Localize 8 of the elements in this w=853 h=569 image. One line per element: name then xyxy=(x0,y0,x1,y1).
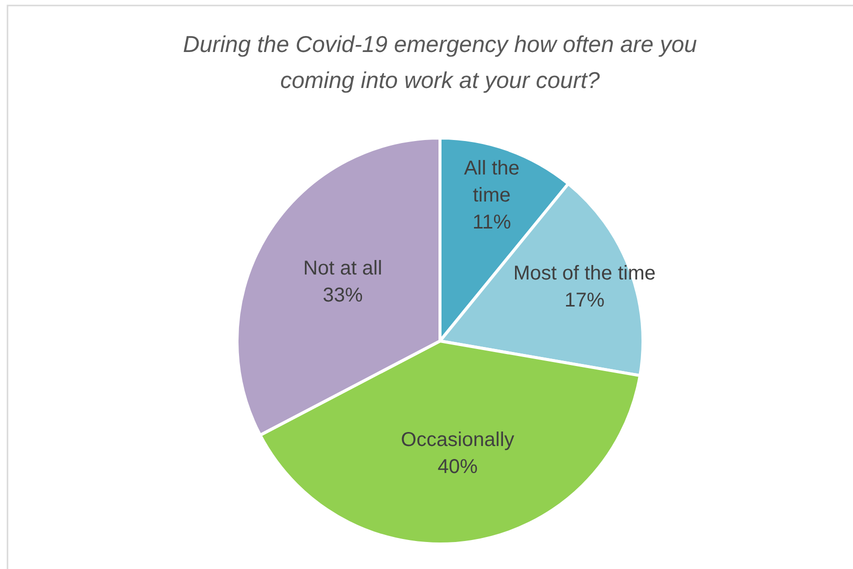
data-label: 11% xyxy=(472,212,512,234)
slice-label: Not at all xyxy=(303,258,382,280)
data-label: 17% xyxy=(564,289,605,312)
slice-label: All the time xyxy=(464,158,520,207)
chart-title: During the Covid-19 emergency how often are you coming into work at your court? xyxy=(183,31,698,93)
data-label: 40% xyxy=(438,456,478,478)
slice-label: Occasionally xyxy=(400,428,514,451)
data-label: 33% xyxy=(322,284,363,307)
